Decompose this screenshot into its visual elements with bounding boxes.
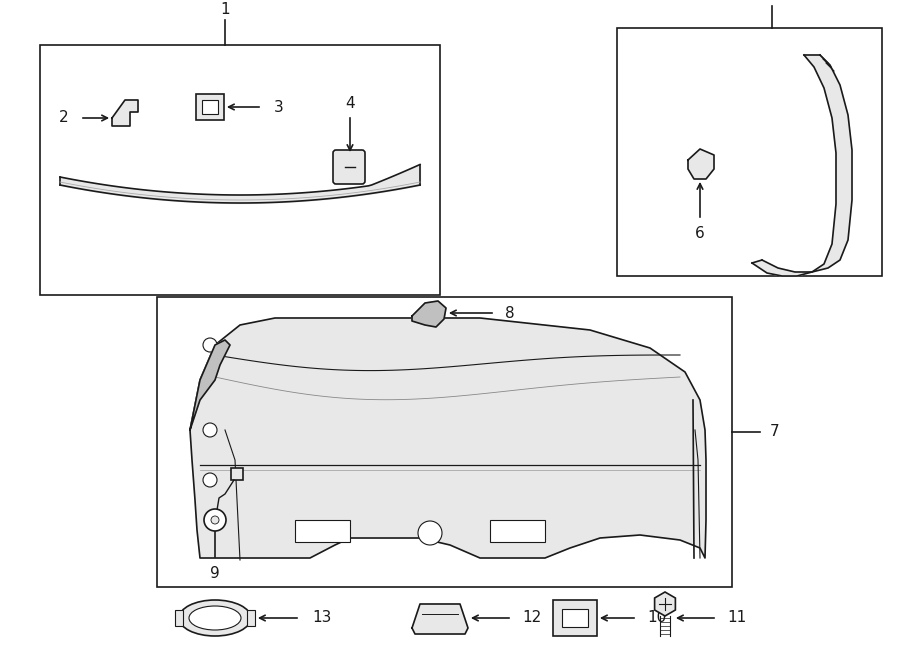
Circle shape: [203, 338, 217, 352]
Text: 13: 13: [312, 611, 331, 625]
Polygon shape: [752, 55, 852, 276]
Text: 4: 4: [346, 95, 355, 110]
Bar: [617, 28, 882, 276]
Circle shape: [203, 423, 217, 437]
Polygon shape: [688, 149, 714, 179]
Ellipse shape: [189, 606, 241, 630]
Bar: [202, 100, 218, 114]
Bar: [40, 45, 440, 295]
Bar: [231, 468, 243, 480]
Circle shape: [203, 473, 217, 487]
Text: 12: 12: [522, 611, 541, 625]
Text: 6: 6: [695, 225, 705, 241]
Text: 9: 9: [210, 566, 220, 582]
Polygon shape: [112, 100, 138, 126]
Ellipse shape: [179, 600, 251, 636]
Circle shape: [204, 509, 226, 531]
Text: 10: 10: [647, 611, 666, 625]
Circle shape: [418, 521, 442, 545]
Polygon shape: [190, 340, 230, 430]
Bar: [175, 610, 183, 626]
Text: 11: 11: [727, 611, 746, 625]
Text: 7: 7: [770, 424, 779, 440]
Bar: [157, 297, 732, 587]
Bar: [247, 610, 255, 626]
Text: 1: 1: [220, 3, 230, 17]
Polygon shape: [412, 301, 446, 327]
Polygon shape: [190, 318, 706, 558]
Text: 3: 3: [274, 100, 284, 114]
Bar: [553, 600, 597, 636]
Bar: [196, 94, 224, 120]
Text: 5: 5: [767, 0, 777, 3]
Bar: [490, 520, 545, 542]
FancyBboxPatch shape: [333, 150, 365, 184]
Text: 8: 8: [505, 305, 515, 321]
Circle shape: [211, 516, 219, 524]
Polygon shape: [412, 604, 468, 634]
Bar: [562, 609, 588, 627]
Text: 2: 2: [58, 110, 68, 126]
Bar: [295, 520, 350, 542]
